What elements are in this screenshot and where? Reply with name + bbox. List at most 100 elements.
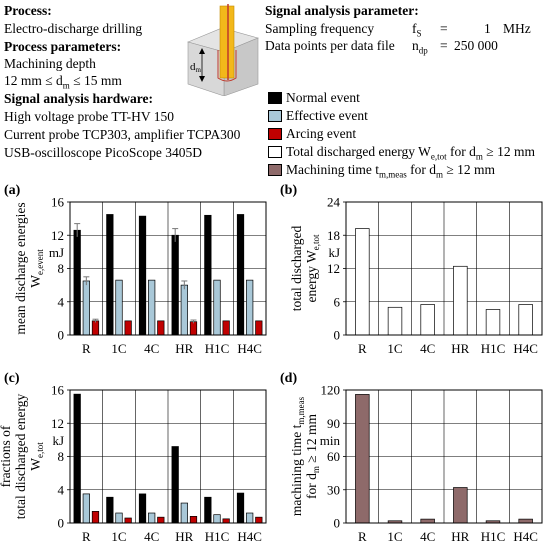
bar <box>222 518 230 524</box>
hw-line-2: Current probe TCP303, amplifier TCPA300 <box>4 127 241 142</box>
bar <box>246 512 254 524</box>
y-axis-label: for dm ≥ 12 mm <box>304 414 321 499</box>
params-title: Process parameters: <box>4 39 122 54</box>
bar <box>106 496 114 524</box>
y-tick-label: 16 <box>51 195 65 210</box>
y-tick-label: 4 <box>58 294 65 309</box>
y-axis-label-subscript: e,tot <box>35 442 45 458</box>
bar <box>420 518 435 524</box>
y-tick-label: 16 <box>51 383 65 398</box>
x-tick-label: R <box>358 529 367 544</box>
x-tick-label: H4C <box>513 341 538 356</box>
bar <box>73 229 81 336</box>
x-tick-label: H1C <box>205 529 230 544</box>
y-axis-label-subscript: m <box>311 466 321 473</box>
y-axis-label-subscript: m,meas <box>296 396 306 424</box>
bar <box>115 279 123 336</box>
hw-line-3: USB-oscilloscope PicoScope 3405D <box>4 145 202 160</box>
bar <box>453 487 468 524</box>
bar <box>91 320 100 336</box>
param-depth: Machining depth <box>4 56 96 71</box>
y-tick-label: 90 <box>327 416 340 431</box>
x-tick-label: H4C <box>237 529 262 544</box>
y-axis-label: fractions of <box>0 425 13 487</box>
y-tick-label: 6 <box>334 294 341 309</box>
x-tick-label: HR <box>175 529 193 544</box>
y-axis-label-text: W <box>28 458 43 471</box>
bar <box>82 280 90 336</box>
process-value: Electro-discharge drilling <box>4 21 143 36</box>
y-tick-label: 12 <box>51 416 64 431</box>
x-tick-label: 4C <box>420 529 435 544</box>
y-axis-label-text: W <box>28 275 43 288</box>
datapoints-label: Data points per data file <box>265 38 395 53</box>
drilling-schematic: dm <box>187 4 259 96</box>
bar <box>236 214 245 336</box>
y-axis-label: We,tot <box>28 442 45 471</box>
y-tick-label: 120 <box>321 383 341 398</box>
x-tick-label: H4C <box>513 529 538 544</box>
y-axis-label: machining time tm,meas <box>289 396 306 516</box>
bar <box>222 320 230 336</box>
legend-label-total: Total discharged energy We,tot for dm ≥ … <box>286 144 535 162</box>
bar <box>246 279 254 336</box>
bar <box>255 516 263 524</box>
hw-title: Signal analysis hardware: <box>4 91 154 106</box>
bar <box>518 304 533 336</box>
bar <box>420 304 435 336</box>
legend-swatch-normal <box>268 92 282 104</box>
sampling-eq: = <box>440 21 448 36</box>
bar <box>138 493 147 524</box>
y-tick-label: 30 <box>327 482 340 497</box>
y-tick-label: 8 <box>58 449 65 464</box>
y-axis-label-text: energy W <box>304 250 319 303</box>
x-tick-label: HR <box>175 341 193 356</box>
chart-panel-c: (c) 0 4 8 12 16 kJ R 1C 4C HR H1C H4C fractions of tot… <box>0 371 267 544</box>
panel-label: (b) <box>280 183 297 198</box>
y-tick-label: 12 <box>51 228 64 243</box>
y-axis-label-subscript: e,event <box>35 249 45 275</box>
bar <box>355 394 370 524</box>
legend-label-effective: Effective event <box>286 108 368 123</box>
bar <box>518 518 533 524</box>
legend-swatch-effective <box>268 110 282 122</box>
y-axis-label-text: machining time t <box>289 424 304 516</box>
y-tick-label: 4 <box>58 482 65 497</box>
x-tick-label: 1C <box>111 529 126 544</box>
drill-hole <box>217 50 237 82</box>
bar <box>180 502 188 524</box>
datapoints-symbol: ndp <box>412 38 428 56</box>
chart-panel-a: (a) 0 4 8 12 16 mJ R 1C 4C HR H1C H4C mean discharge … <box>4 183 267 356</box>
chart-panel-b: (b) 0 6 12 18 24 kJ R 1C 4C HR H1C H4C total discharg… <box>280 183 543 356</box>
sampling-label: Sampling frequency <box>265 21 375 36</box>
bar <box>157 516 165 524</box>
bar <box>213 514 221 524</box>
panel-label: (c) <box>4 371 20 386</box>
bar <box>485 309 501 336</box>
y-unit-label: kJ <box>328 245 340 260</box>
bar <box>124 517 132 524</box>
depth-arrow-head-top <box>199 48 205 54</box>
y-unit-label: min <box>320 433 341 448</box>
bar <box>387 306 403 336</box>
bar <box>453 265 468 336</box>
x-tick-label: H1C <box>481 341 506 356</box>
bar <box>73 393 81 524</box>
y-axis-label: energy We,tot <box>304 234 321 303</box>
sampling-value: 1 <box>484 21 491 36</box>
datapoints-eq: = <box>440 38 448 53</box>
bar <box>115 512 123 524</box>
x-tick-label: HR <box>451 529 469 544</box>
bar <box>138 215 147 336</box>
y-tick-label: 24 <box>327 195 341 210</box>
y-axis-label-text: for d <box>304 473 319 499</box>
param-range: 12 mm ≤ dm ≤ 15 mm <box>4 73 122 91</box>
x-tick-label: R <box>82 341 91 356</box>
y-unit-label: mJ <box>49 245 64 260</box>
y-tick-label: 0 <box>58 516 65 531</box>
bar <box>180 284 188 336</box>
y-unit-label: kJ <box>52 433 64 448</box>
bar <box>355 228 370 336</box>
x-tick-label: HR <box>451 341 469 356</box>
y-axis-label-text: total discharged energy <box>13 394 28 520</box>
